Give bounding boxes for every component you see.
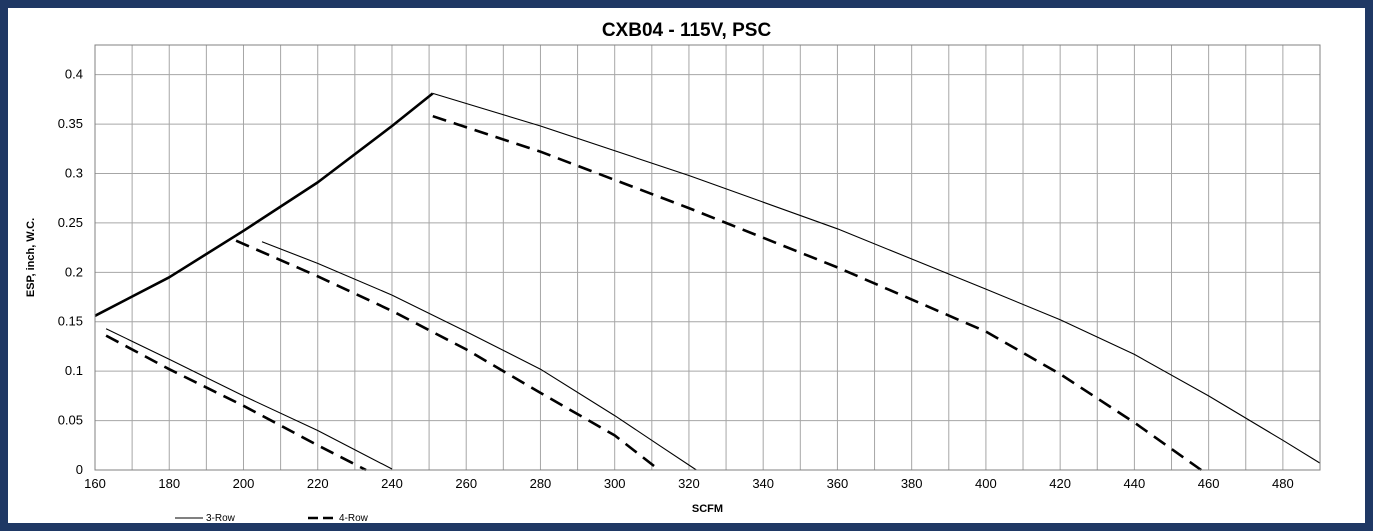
x-tick-label: 260 bbox=[455, 476, 477, 491]
series-line-4-row-3 bbox=[236, 241, 659, 470]
x-tick-label: 180 bbox=[158, 476, 180, 491]
series-lines bbox=[95, 93, 1320, 470]
x-tick-label: 220 bbox=[307, 476, 329, 491]
legend-label-3-row: 3-Row bbox=[206, 513, 236, 524]
y-axis-label: ESP, inch, W.C. bbox=[25, 218, 37, 297]
x-tick-label: 340 bbox=[752, 476, 774, 491]
x-tick-label: 420 bbox=[1049, 476, 1071, 491]
series-line-3-row-0 bbox=[106, 329, 392, 469]
series-line-4-row-5 bbox=[433, 116, 1201, 470]
y-tick-label: 0.25 bbox=[58, 215, 83, 230]
y-tick-label: 0.05 bbox=[58, 413, 83, 428]
x-tick-label: 200 bbox=[233, 476, 255, 491]
legend-label-4-row: 4-Row bbox=[339, 513, 369, 524]
x-tick-label: 160 bbox=[84, 476, 106, 491]
x-axis-label: SCFM bbox=[692, 503, 723, 515]
x-tick-labels: 160 180 200 220 240 260 280 300 320 340 360 380 400 4… bbox=[84, 476, 1294, 491]
legend: 3-Row 4-Row bbox=[175, 513, 369, 524]
y-tick-label: 0 bbox=[76, 462, 83, 477]
y-tick-label: 0.2 bbox=[65, 264, 83, 279]
grid-lines bbox=[95, 45, 1320, 470]
x-tick-label: 300 bbox=[604, 476, 626, 491]
x-tick-label: 240 bbox=[381, 476, 403, 491]
series-line-max-esp-6 bbox=[95, 93, 433, 315]
series-line-4-row-1 bbox=[106, 336, 366, 470]
series-line-3-row-4 bbox=[433, 93, 1320, 463]
x-tick-label: 380 bbox=[901, 476, 923, 491]
x-tick-label: 280 bbox=[530, 476, 552, 491]
x-tick-label: 360 bbox=[827, 476, 849, 491]
y-tick-label: 0.3 bbox=[65, 165, 83, 180]
x-tick-label: 460 bbox=[1198, 476, 1220, 491]
x-tick-label: 400 bbox=[975, 476, 997, 491]
x-tick-label: 480 bbox=[1272, 476, 1294, 491]
y-tick-label: 0.35 bbox=[58, 116, 83, 131]
x-tick-label: 440 bbox=[1124, 476, 1146, 491]
y-tick-labels: 0 0.05 0.1 0.15 0.2 0.25 0.3 0.35 0.4 bbox=[58, 67, 83, 477]
y-tick-label: 0.1 bbox=[65, 363, 83, 378]
plot-border bbox=[95, 45, 1320, 470]
y-tick-label: 0.15 bbox=[58, 314, 83, 329]
y-tick-label: 0.4 bbox=[65, 67, 83, 82]
x-tick-label: 320 bbox=[678, 476, 700, 491]
